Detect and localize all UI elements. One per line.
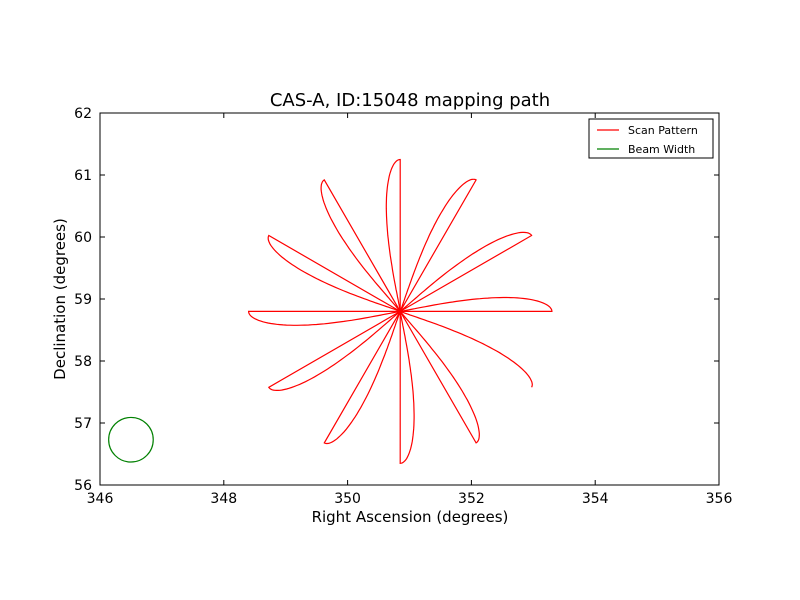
y-axis-label: Declination (degrees) [51, 218, 69, 380]
x-tick-label: 354 [582, 491, 609, 507]
legend-frame [588, 118, 714, 159]
x-axis-label: Right Ascension (degrees) [312, 508, 509, 526]
x-tick-label: 348 [210, 491, 237, 507]
legend-label-beam-width: Beam Width [628, 143, 695, 156]
y-tick-label: 62 [74, 106, 92, 122]
legend-label-scan-pattern: Scan Pattern [628, 124, 698, 137]
x-tick-label: 346 [87, 491, 114, 507]
y-tick-label: 56 [74, 478, 92, 494]
x-tick-label: 350 [334, 491, 361, 507]
scan-pattern-line [247, 158, 553, 464]
beam-width-circle [108, 416, 154, 463]
y-tick-label: 61 [74, 168, 92, 184]
chart-title: CAS-A, ID:15048 mapping path [270, 90, 550, 111]
y-tick-label: 60 [74, 230, 92, 246]
x-tick-label: 356 [706, 491, 733, 507]
legend: Scan Pattern Beam Width [588, 118, 714, 159]
x-tick-label: 352 [458, 491, 485, 507]
y-tick-label: 58 [74, 354, 92, 370]
plot-data-area [108, 158, 553, 464]
x-axis: 346 348 350 352 354 356 [87, 113, 733, 507]
y-tick-label: 57 [74, 416, 92, 432]
y-axis: 56 57 58 59 60 61 62 [74, 106, 719, 494]
y-tick-label: 59 [74, 292, 92, 308]
